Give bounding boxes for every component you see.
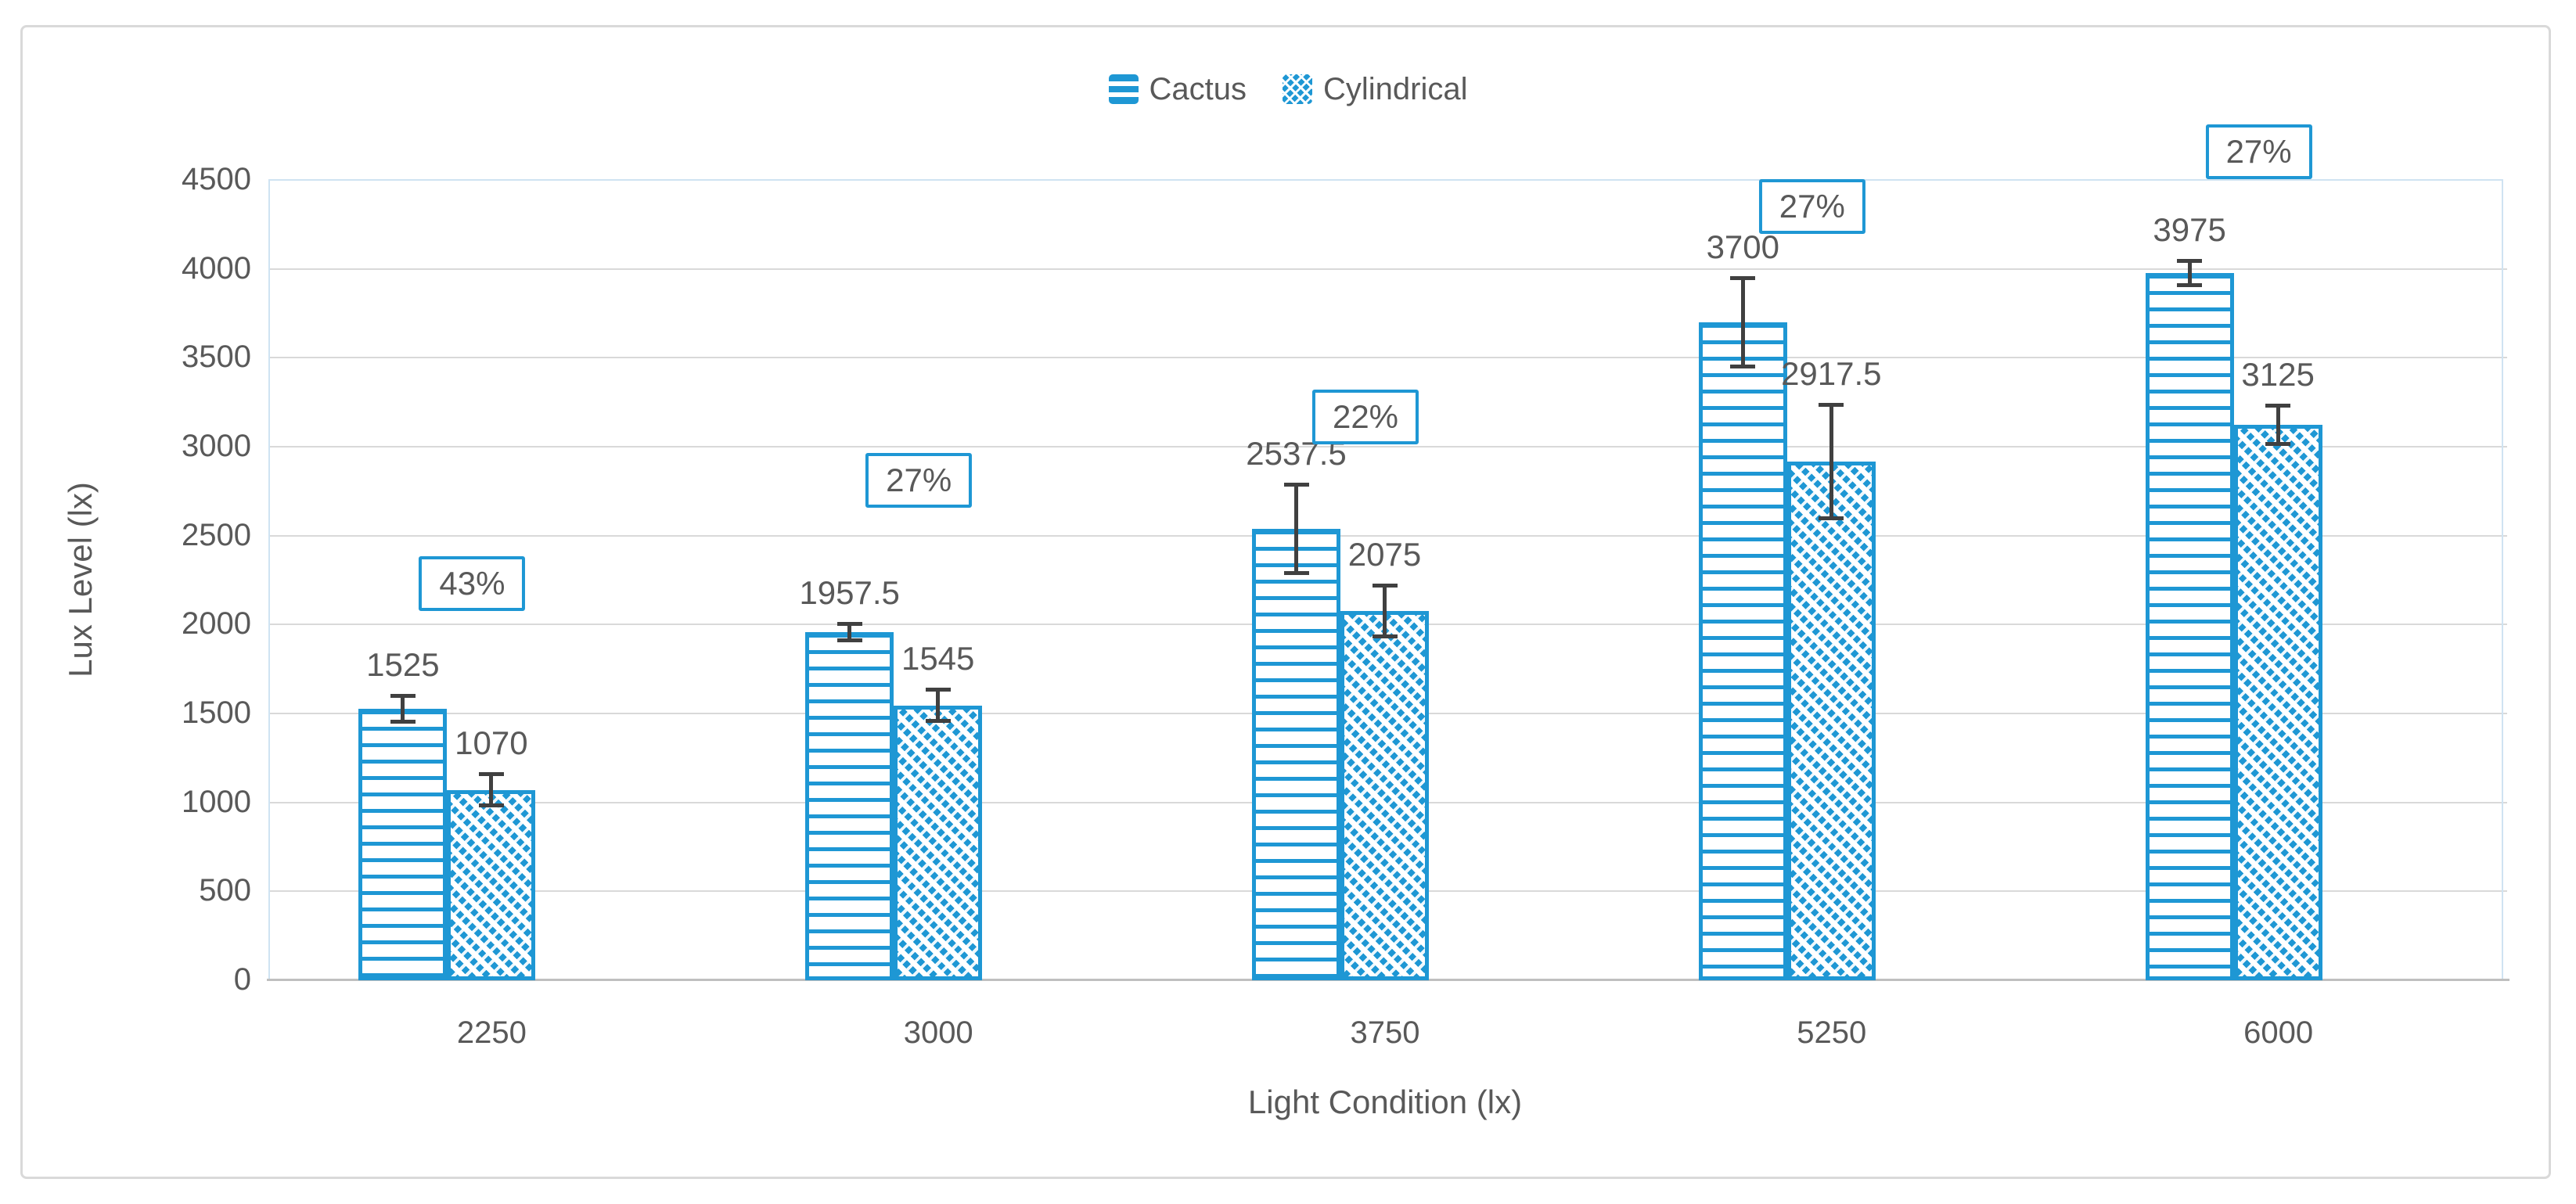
percent-label-6000: 27% (2205, 124, 2312, 179)
legend-swatch-cylindrical-icon (1283, 74, 1312, 104)
error-cap-bottom-cylindrical-6000 (2265, 441, 2291, 446)
gridline-3000 (269, 446, 2507, 447)
gridline-4000 (269, 268, 2507, 270)
legend-label-cylindrical: Cylindrical (1323, 72, 1468, 106)
y-tick-2500: 2500 (182, 517, 251, 552)
plot-border-top (268, 179, 2503, 181)
value-label-cylindrical-5250: 2917.5 (1781, 355, 1882, 392)
x-axis-title: Light Condition (lx) (1247, 1084, 1523, 1120)
error-cap-top-cylindrical-3750 (1372, 584, 1398, 588)
error-cap-bottom-cylindrical-3000 (925, 719, 951, 724)
gridline-3500 (269, 357, 2507, 359)
error-cap-top-cylindrical-2250 (478, 772, 504, 777)
error-cap-top-cactus-3750 (1283, 483, 1309, 487)
bar-cactus-3000 (805, 631, 894, 980)
error-cap-top-cactus-6000 (2177, 259, 2203, 264)
plot-border-right (2502, 179, 2503, 980)
x-tick-5250: 5250 (1797, 1015, 1867, 1050)
value-label-cylindrical-6000: 3125 (2241, 355, 2315, 393)
value-label-cylindrical-2250: 1070 (455, 724, 528, 762)
y-tick-4000: 4000 (182, 250, 251, 286)
bar-cylindrical-3750 (1340, 611, 1429, 980)
error-cap-top-cactus-5250 (1730, 276, 1756, 281)
value-label-cylindrical-3000: 1545 (901, 640, 975, 677)
legend-item-cactus: Cactus (1108, 72, 1247, 106)
value-label-cylindrical-3750: 2075 (1347, 536, 1422, 573)
error-cap-bottom-cactus-6000 (2177, 283, 2203, 288)
y-tick-1000: 1000 (182, 784, 251, 819)
error-bar-cylindrical-5250 (1829, 404, 1833, 519)
error-bar-cactus-2250 (401, 695, 405, 723)
percent-label-3000: 27% (865, 453, 973, 509)
y-tick-1500: 1500 (182, 695, 251, 730)
error-bar-cactus-5250 (1740, 278, 1745, 367)
value-label-cactus-5250: 3700 (1706, 228, 1780, 266)
error-cap-bottom-cylindrical-2250 (478, 803, 504, 808)
bar-cactus-3750 (1252, 529, 1340, 980)
error-cap-top-cactus-3000 (836, 621, 862, 626)
value-label-cactus-3000: 1957.5 (799, 573, 900, 611)
percent-label-2250: 43% (419, 556, 526, 612)
y-tick-2000: 2000 (182, 606, 251, 642)
error-cap-top-cylindrical-6000 (2265, 403, 2291, 408)
y-tick-4500: 4500 (182, 162, 251, 196)
percent-label-5250: 27% (1758, 179, 1865, 235)
error-bar-cactus-3750 (1294, 484, 1298, 573)
x-tick-6000: 6000 (2243, 1015, 2314, 1050)
legend-item-cylindrical: Cylindrical (1283, 72, 1468, 106)
error-cap-bottom-cylindrical-5250 (1819, 516, 1844, 520)
error-bar-cactus-6000 (2187, 261, 2192, 286)
error-cap-top-cylindrical-3000 (925, 688, 951, 692)
error-bar-cylindrical-3750 (1383, 585, 1387, 638)
percent-label-3750: 22% (1311, 389, 1419, 444)
bar-cactus-5250 (1698, 322, 1787, 980)
x-tick-2250: 2250 (456, 1015, 527, 1050)
bar-cactus-6000 (2145, 273, 2234, 980)
error-cap-bottom-cactus-2250 (390, 720, 416, 724)
bar-cylindrical-2250 (447, 789, 536, 980)
y-tick-500: 500 (199, 873, 251, 908)
bar-cylindrical-6000 (2233, 424, 2322, 980)
value-label-cactus-6000: 3975 (2153, 211, 2226, 249)
y-axis-title: Lux Level (lx) (62, 482, 99, 677)
plot-border-left (268, 179, 270, 980)
error-cap-bottom-cactus-3750 (1283, 570, 1309, 575)
x-tick-3750: 3750 (1350, 1015, 1420, 1050)
error-cap-bottom-cactus-5250 (1730, 364, 1756, 368)
legend-label-cactus: Cactus (1149, 72, 1247, 106)
error-cap-bottom-cylindrical-3750 (1372, 634, 1398, 639)
legend: Cactus Cylindrical (0, 72, 2576, 106)
value-label-cactus-2250: 1525 (366, 646, 440, 684)
legend-swatch-cactus-icon (1108, 74, 1139, 104)
error-bar-cylindrical-6000 (2276, 404, 2280, 444)
bar-cylindrical-3000 (894, 705, 983, 980)
gridline-2500 (269, 534, 2507, 537)
error-bar-cylindrical-2250 (489, 774, 494, 807)
y-tick-3500: 3500 (182, 340, 251, 375)
y-tick-0: 0 (233, 962, 251, 997)
y-tick-3000: 3000 (182, 429, 251, 463)
error-cap-top-cylindrical-5250 (1819, 403, 1844, 407)
bar-cylindrical-5250 (1786, 461, 1876, 980)
error-cap-top-cactus-2250 (390, 694, 416, 699)
bar-cactus-2250 (358, 709, 448, 980)
error-bar-cactus-3000 (847, 623, 852, 642)
x-tick-3000: 3000 (903, 1015, 973, 1050)
error-bar-cylindrical-3000 (936, 689, 941, 722)
error-cap-bottom-cactus-3000 (836, 638, 862, 643)
